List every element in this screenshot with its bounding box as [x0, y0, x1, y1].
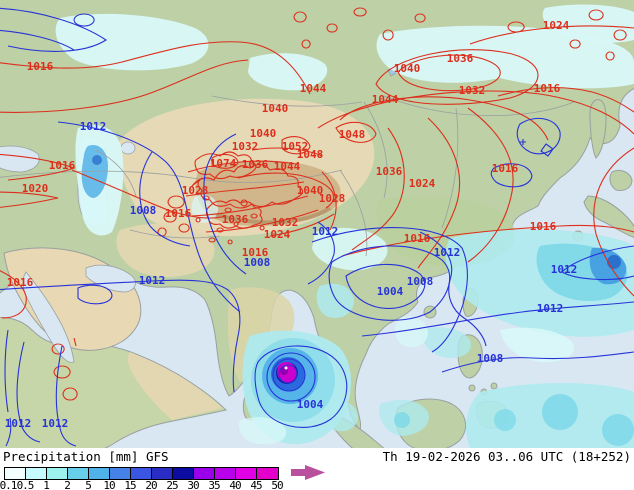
colorbar-tick-label: 20	[145, 479, 157, 490]
colorbar-tick-label: 1	[43, 479, 50, 490]
pressure-label-1036: 1036	[242, 158, 269, 171]
blue-isobars-layer	[0, 7, 634, 447]
pressure-label-1012: 1012	[312, 225, 339, 238]
colorbar-cell	[131, 468, 152, 479]
pressure-label-1032: 1032	[459, 84, 486, 97]
pressure-label-1040: 1040	[297, 184, 324, 197]
pressure-label-1012: 1012	[434, 246, 461, 259]
pressure-label-1012: 1012	[551, 263, 578, 276]
black-sea	[0, 145, 40, 173]
colorbar-cell	[194, 468, 215, 479]
colorbar-tick-label: 0.5	[16, 479, 35, 490]
pressure-label-1044: 1044	[372, 93, 399, 106]
colorbar-cell	[68, 468, 89, 479]
colorbar-tick-labels: 0.1 0.5 1 2 5 10 15 20 25 30 35 40 45 50	[0, 479, 634, 490]
pressure-label-1024: 1024	[264, 228, 291, 241]
pressure-label-1012: 1012	[5, 417, 32, 430]
map-title: Precipitation [mm] GFS	[3, 449, 169, 464]
pressure-label-1024: 1024	[409, 177, 436, 190]
persian-gulf	[85, 264, 136, 293]
pressure-label-1020: 1020	[22, 182, 49, 195]
colorbar-tick-label: 25	[166, 479, 178, 490]
pressure-label-1036: 1036	[447, 52, 474, 65]
pressure-label-1024: 1024	[543, 19, 570, 32]
pressure-label-1016: 1016	[27, 60, 54, 73]
pressure-label-1008: 1008	[477, 352, 504, 365]
pressure-label-1036: 1036	[222, 213, 249, 226]
pressure-label-1044: 1044	[274, 160, 301, 173]
pressure-label-1074: 1074	[210, 157, 237, 170]
pressure-label-1048: 1048	[297, 148, 324, 161]
pressure-label-1052: 1052	[282, 140, 309, 153]
pressure-label-1028: 1028	[182, 184, 209, 197]
pressure-label-1016: 1016	[165, 207, 192, 220]
colorbar-tick-label: 10	[103, 479, 115, 490]
pressure-label-1044: 1044	[300, 82, 327, 95]
colorbar-tick-label: 35	[208, 479, 220, 490]
pressure-label-1016: 1016	[7, 276, 34, 289]
map-datetime: Th 19-02-2026 03..06 UTC (18+252)	[382, 449, 631, 464]
colorbar-cell	[26, 468, 47, 479]
colorbar-tick-label: 15	[124, 479, 136, 490]
colorbar-tick-label: 50	[271, 479, 283, 490]
map-canvas: 1016 1024 1036 1040 1032 1016 1044 1044 1040 1012…	[0, 0, 634, 448]
pressure-label-1012: 1012	[537, 302, 564, 315]
borders-layer	[0, 95, 575, 257]
footer: Precipitation [mm] GFS Th 19-02-2026 03.…	[0, 448, 634, 490]
pressure-label-1040: 1040	[394, 62, 421, 75]
colorbar-cell	[5, 468, 26, 479]
pressure-label-1004: 1004	[297, 398, 324, 411]
pressure-label-1016: 1016	[49, 159, 76, 172]
cyclone	[251, 338, 335, 422]
pressure-label-1016: 1016	[492, 162, 519, 175]
colorbar-overflow-arrow	[291, 465, 325, 480]
pressure-label-1036: 1036	[376, 165, 403, 178]
colorbar-tick-label: 2	[64, 479, 71, 490]
pressure-label-1012: 1012	[80, 120, 107, 133]
colorbar-tick-label: 0.1	[0, 479, 17, 490]
colorbar-cell	[89, 468, 110, 479]
pressure-label-1008: 1008	[244, 256, 271, 269]
pressure-label-1008: 1008	[130, 204, 157, 217]
pressure-label-1028: 1028	[319, 192, 346, 205]
pressure-label-1032: 1032	[272, 216, 299, 229]
pressure-label-1012: 1012	[42, 417, 69, 430]
pressure-label-1016: 1016	[404, 232, 431, 245]
colorbar-cell	[236, 468, 257, 479]
colorbar-cell	[215, 468, 236, 479]
footer-text-row: Precipitation [mm] GFS Th 19-02-2026 03.…	[0, 449, 634, 464]
pressure-label-1016: 1016	[530, 220, 557, 233]
precipitation-colorbar	[4, 467, 279, 480]
pressure-label-1040: 1040	[262, 102, 289, 115]
colorbar-cell	[257, 468, 278, 479]
pressure-label-1048: 1048	[339, 128, 366, 141]
colorbar-cell	[152, 468, 173, 479]
pressure-label-1016: 1016	[242, 246, 269, 259]
pressure-label-1012: 1012	[139, 274, 166, 287]
colorbar-cell	[173, 468, 194, 479]
colorbar-tick-label: 5	[85, 479, 92, 490]
pressure-label-1016: 1016	[534, 82, 561, 95]
colorbar-tick-label: 45	[250, 479, 262, 490]
pressure-label-1008: 1008	[407, 275, 434, 288]
aral-sea	[120, 141, 136, 155]
colorbar-tick-label: 30	[187, 479, 199, 490]
colorbar-tick-label: 40	[229, 479, 241, 490]
colorbar-cell	[110, 468, 131, 479]
red-isobars-layer	[0, 7, 634, 401]
pressure-label-1040: 1040	[250, 127, 277, 140]
pressure-label-1004: 1004	[377, 285, 404, 298]
pressure-label-1032: 1032	[232, 140, 259, 153]
colorbar-cell	[47, 468, 68, 479]
